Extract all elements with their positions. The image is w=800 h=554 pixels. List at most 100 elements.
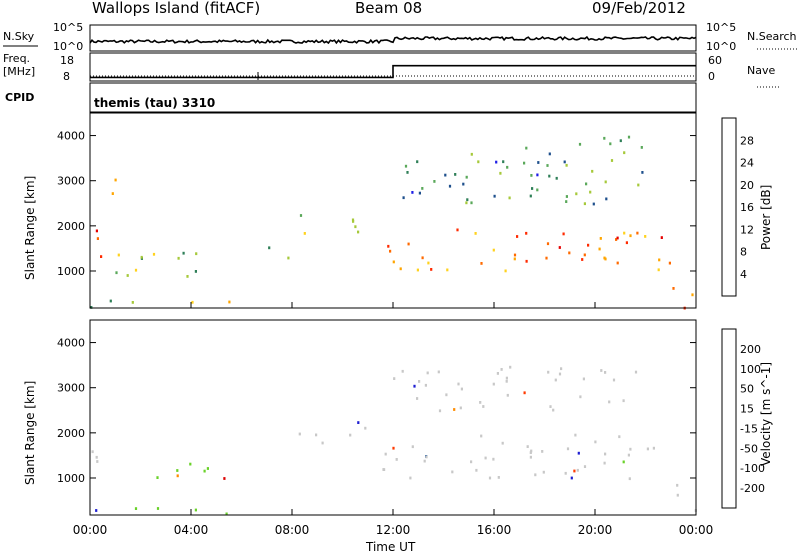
velocity-cell	[558, 372, 562, 376]
power-cell	[430, 268, 433, 271]
velocity-cell	[529, 451, 532, 454]
velocity-cell	[418, 380, 421, 383]
power-cell	[591, 169, 594, 173]
velocity-heatmap	[91, 365, 697, 516]
colorbar-tick-label: 20	[740, 179, 754, 192]
power-cell	[565, 195, 568, 198]
power-cell	[555, 176, 558, 180]
velocity-cell	[574, 433, 577, 437]
power-cell	[454, 173, 457, 176]
power-cell	[126, 274, 129, 277]
power-cell	[562, 232, 565, 236]
velocity-cell	[484, 456, 487, 460]
velocity-colorbar: 200 100 50 15 -15 -50 -100 -200	[721, 328, 765, 509]
y-tick-label: 2000	[57, 220, 85, 233]
power-cell	[131, 301, 134, 304]
noise-right-tick-bottom: 10^0	[706, 40, 736, 53]
velocity-cell	[496, 372, 499, 375]
power-cell	[191, 300, 194, 304]
power-cell	[115, 271, 118, 275]
x-tick-label: 12:00	[376, 523, 411, 537]
power-cell	[407, 242, 410, 246]
velocity-cell	[357, 421, 360, 424]
velocity-cell	[526, 445, 529, 448]
power-cell	[114, 178, 117, 182]
power-cell	[470, 152, 473, 156]
power-cell	[523, 161, 526, 165]
power-cell	[623, 151, 626, 155]
power-cell	[462, 182, 465, 186]
power-cell	[95, 229, 98, 233]
noise-right-label: N.Search	[747, 30, 797, 43]
power-cell	[616, 236, 619, 240]
power-cell	[660, 236, 663, 239]
velocity-cell	[95, 455, 98, 459]
power-cell	[392, 260, 395, 264]
power-cell	[448, 184, 452, 188]
power-cell	[477, 160, 480, 164]
power-cell	[480, 262, 483, 265]
velocity-cell	[488, 476, 492, 480]
colorbar-tick-label: 4	[740, 268, 747, 281]
power-heatmap	[90, 135, 694, 310]
velocity-cell	[176, 469, 179, 472]
velocity-cell	[409, 476, 412, 480]
velocity-cell	[627, 453, 630, 457]
noise-left-tick-bottom: 10^0	[53, 40, 83, 53]
y-tick-label: 3000	[57, 175, 85, 188]
power-cell	[610, 159, 614, 162]
cpid-panel-frame	[89, 82, 697, 113]
velocity-cell	[392, 446, 395, 450]
power-cell	[657, 268, 660, 272]
velocity-cell	[156, 507, 160, 510]
power-cell	[548, 174, 551, 178]
power-cell	[470, 201, 473, 205]
power-cell	[565, 163, 568, 167]
velocity-cell	[225, 512, 228, 516]
time-x-axis: 00:00 04:00 08:00 12:00 16:00 20:00 00:00	[73, 302, 713, 537]
power-cell	[545, 256, 548, 260]
velocity-cell	[176, 474, 179, 478]
power-cell	[616, 261, 619, 265]
power-cell	[466, 198, 469, 202]
velocity-cell	[576, 468, 579, 472]
velocity-y-axis: 4000 3000 2000 1000	[57, 337, 696, 485]
velocity-cell	[438, 409, 442, 413]
y-tick-label: 1000	[57, 265, 85, 278]
velocity-cell	[577, 451, 580, 455]
power-cell	[411, 191, 414, 194]
power-cell	[354, 225, 357, 229]
velocity-cell	[480, 434, 483, 438]
power-cell	[508, 196, 511, 200]
power-cell	[609, 142, 612, 146]
y-tick-label: 4000	[57, 130, 85, 143]
velocity-cell	[189, 462, 192, 466]
power-cell	[303, 232, 306, 235]
power-cell	[109, 299, 112, 303]
power-cell	[604, 180, 607, 184]
velocity-cell	[364, 426, 367, 430]
power-cell	[668, 261, 671, 265]
velocity-cell	[608, 400, 611, 404]
velocity-cell	[552, 408, 555, 412]
power-cell	[585, 182, 588, 186]
power-cell	[558, 246, 561, 249]
power-cell	[134, 268, 138, 272]
power-cell	[421, 256, 424, 260]
power-cell	[195, 252, 198, 256]
power-cell	[536, 188, 539, 192]
colorbar-tick-label: 15	[740, 403, 754, 416]
power-cell	[140, 255, 143, 259]
power-cell	[537, 161, 540, 164]
power-cell	[493, 194, 496, 198]
velocity-cell	[459, 406, 462, 410]
date-label: 09/Feb/2012	[592, 0, 686, 17]
velocity-cell	[445, 393, 448, 397]
velocity-cell	[549, 405, 552, 408]
colorbar-tick-label: 28	[740, 134, 754, 147]
velocity-cell	[600, 369, 603, 372]
velocity-cell	[156, 476, 159, 479]
velocity-cell	[541, 450, 544, 453]
colorbar-tick-label: 16	[740, 201, 754, 214]
x-tick-label: 00:00	[73, 523, 108, 537]
